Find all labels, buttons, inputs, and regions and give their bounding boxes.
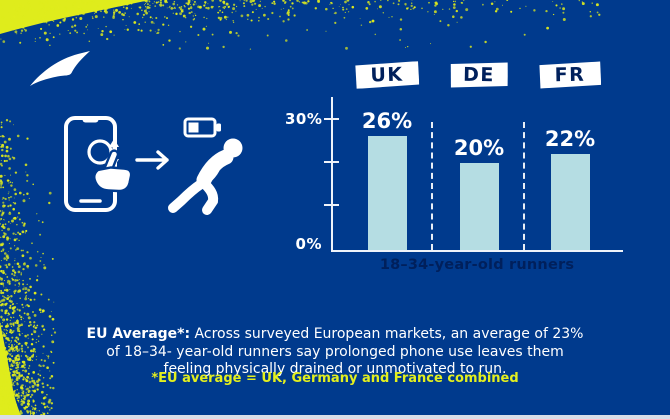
category-box-de: DE bbox=[450, 61, 508, 88]
y-tick-20 bbox=[324, 161, 339, 163]
hand-icon bbox=[93, 149, 133, 193]
y-axis-line bbox=[331, 97, 333, 252]
bar-value-fr: 22% bbox=[544, 127, 596, 151]
summary-lead-bold: EU Average*: bbox=[86, 326, 191, 342]
category-box-fr: FR bbox=[539, 61, 601, 88]
bar-de bbox=[460, 163, 499, 250]
bar-chart: 30% 0% UK DE FR 26% 20% 22% 18–34-year-o… bbox=[285, 55, 645, 285]
x-axis-caption: 18–34-year-old runners bbox=[379, 257, 575, 273]
bar-uk bbox=[368, 136, 407, 250]
y-tick-label-0: 0% bbox=[295, 235, 322, 253]
bar-value-de: 20% bbox=[453, 136, 505, 160]
category-box-uk: UK bbox=[355, 61, 420, 89]
bottom-edge-strip bbox=[0, 415, 670, 419]
summary-body: Across surveyed European markets, an ave… bbox=[106, 326, 584, 377]
tired-runner-icon bbox=[168, 138, 243, 215]
illustration-group bbox=[64, 116, 243, 215]
x-axis-line bbox=[331, 250, 623, 252]
y-tick-label-30: 30% bbox=[285, 110, 323, 128]
bar-fr bbox=[551, 154, 590, 250]
hand-palm bbox=[93, 166, 133, 193]
spray-corner-top-left bbox=[0, 0, 150, 34]
low-battery-icon bbox=[183, 117, 221, 138]
footnote-text: *EU average = UK, Germany and France com… bbox=[151, 371, 519, 386]
y-tick-10 bbox=[324, 204, 339, 206]
brooks-logo-icon bbox=[30, 51, 90, 86]
bar-value-uk: 26% bbox=[361, 109, 413, 133]
y-tick-30 bbox=[324, 118, 339, 120]
dashed-separator bbox=[523, 122, 525, 250]
summary-text: EU Average*: Across surveyed European ma… bbox=[85, 326, 585, 379]
dashed-separator bbox=[431, 122, 433, 250]
arrow-right-icon bbox=[135, 150, 169, 170]
